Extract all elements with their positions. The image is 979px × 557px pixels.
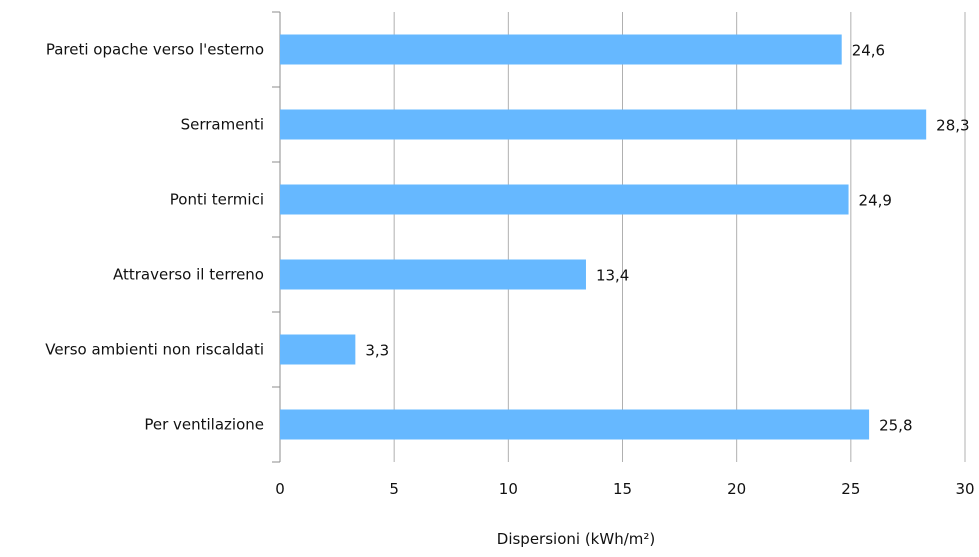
category-label-5: Per ventilazione [144,416,264,434]
grid-layer [393,12,966,462]
category-label-0: Pareti opache verso l'esterno [46,41,264,59]
x-tick-label-1: 5 [389,480,399,498]
data-label-5: 25,8 [879,417,912,435]
bar-0 [280,34,842,65]
x-tick-label-4: 20 [727,480,746,498]
x-tick-label-3: 15 [613,480,632,498]
data-label-0: 24,6 [852,42,885,60]
bar-layer [280,34,927,440]
x-tick-label-6: 30 [955,480,974,498]
label-layer: Pareti opache verso l'esterno 24,6 Serrame… [45,41,969,435]
category-label-4: Verso ambienti non riscaldati [45,341,264,359]
data-label-4: 3,3 [365,342,389,360]
data-label-1: 28,3 [936,117,969,135]
x-tick-label-2: 10 [499,480,518,498]
x-tick-label-0: 0 [275,480,285,498]
data-label-3: 13,4 [596,267,629,285]
x-tick-label-5: 25 [841,480,860,498]
category-label-1: Serramenti [181,116,264,134]
x-axis-title: Dispersioni (kWh/m²) [497,530,655,548]
bar-2 [280,184,849,215]
axis-layer: 0 5 10 15 20 25 30 [272,11,975,498]
bar-5 [280,409,870,440]
data-label-2: 24,9 [859,192,892,210]
category-label-2: Ponti termici [170,191,264,209]
bar-4 [280,334,356,365]
bar-1 [280,109,927,140]
category-label-3: Attraverso il terreno [113,266,264,284]
bar-3 [280,259,586,290]
